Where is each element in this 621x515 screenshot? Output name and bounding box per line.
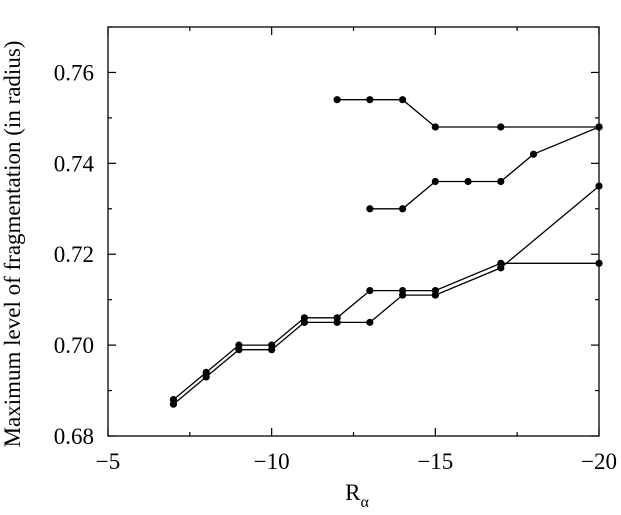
y-axis-label: Maximum level of fragmentation (in radiu… — [0, 41, 25, 448]
data-point — [399, 205, 407, 213]
plot-frame — [107, 26, 600, 437]
y-tick-label: 0.74 — [54, 151, 95, 176]
data-point — [366, 318, 374, 326]
axes: −5 −10 −15 −20 0.68 0.70 0.72 0.74 0.76 — [54, 26, 617, 474]
data-point — [300, 318, 308, 326]
data-point — [366, 96, 374, 104]
data-point — [366, 205, 374, 213]
y-tick-label: 0.72 — [54, 242, 94, 267]
series-layer — [169, 96, 603, 408]
data-point — [366, 286, 374, 295]
y-tick-label: 0.70 — [54, 333, 94, 358]
series-line — [173, 185, 600, 405]
series-4 — [169, 182, 603, 408]
x-axis-label-subscript: α — [360, 494, 369, 511]
data-point — [595, 259, 603, 267]
series-3 — [169, 259, 603, 404]
data-point — [202, 373, 210, 381]
series-line — [369, 126, 600, 210]
data-point — [529, 150, 538, 158]
x-tick-label: −10 — [254, 449, 290, 474]
series-line — [173, 262, 599, 401]
data-point — [268, 346, 276, 354]
data-point — [399, 291, 407, 299]
series-2 — [366, 123, 603, 213]
data-point — [431, 291, 439, 299]
data-point — [431, 123, 439, 131]
data-point — [497, 264, 505, 272]
y-tick-label: 0.68 — [54, 424, 94, 449]
y-tick-label: 0.76 — [54, 60, 94, 85]
data-point — [333, 318, 341, 326]
data-point — [431, 177, 439, 186]
data-point — [169, 400, 178, 408]
data-point — [497, 123, 505, 131]
data-point — [235, 346, 243, 354]
x-axis-label-main: R — [345, 480, 361, 505]
x-tick-label: −5 — [96, 449, 120, 474]
data-point — [399, 96, 407, 104]
data-point — [595, 182, 603, 190]
x-tick-label: −20 — [581, 449, 617, 474]
x-tick-label: −15 — [417, 449, 453, 474]
series-line — [337, 99, 599, 128]
data-point — [333, 96, 341, 104]
data-point — [595, 123, 603, 131]
data-point — [464, 177, 472, 186]
series-1 — [333, 96, 603, 131]
data-point — [497, 177, 505, 186]
x-axis-label: Rα — [345, 480, 369, 511]
